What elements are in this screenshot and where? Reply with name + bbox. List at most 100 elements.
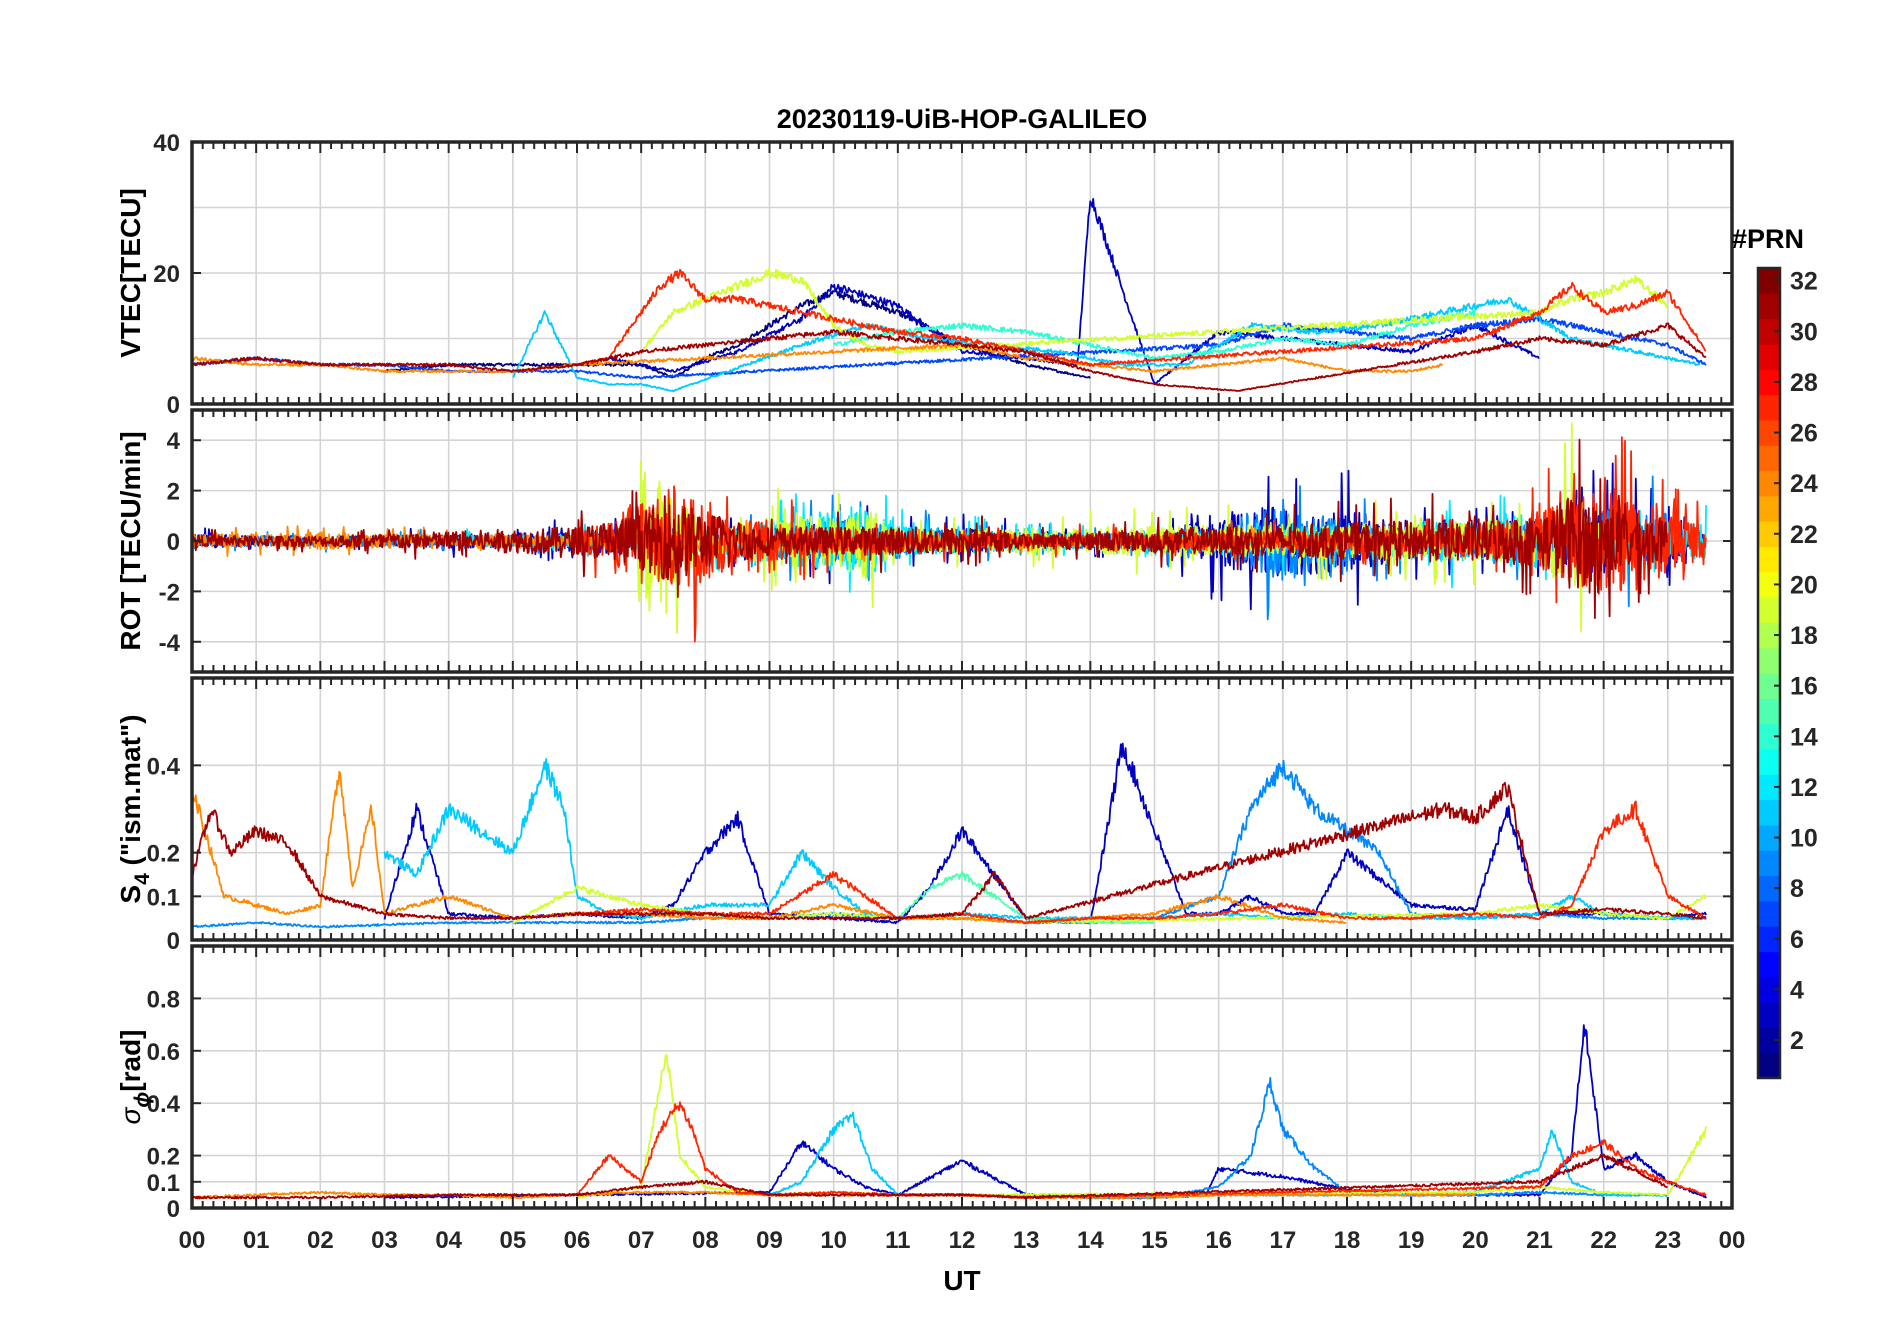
y-tick-label: 4 xyxy=(167,428,181,455)
series-prn-9 xyxy=(1090,1076,1667,1200)
colorbar-tick-label: 6 xyxy=(1790,926,1804,954)
colorbar-tick-label: 4 xyxy=(1790,976,1804,1004)
colorbar-tick-label: 26 xyxy=(1790,420,1818,448)
colorbar-tick-label: 28 xyxy=(1790,369,1818,397)
x-tick-label: 10 xyxy=(820,1227,847,1254)
y-tick-label: 2 xyxy=(167,479,180,506)
colorbar-tick-label: 16 xyxy=(1790,673,1818,701)
colorbar-segment xyxy=(1758,470,1780,497)
colorbar-tick-label: 18 xyxy=(1790,622,1818,650)
y-tick-label: 0.2 xyxy=(147,841,180,868)
colorbar-tick-label: 24 xyxy=(1790,470,1818,498)
colorbar-segment xyxy=(1758,622,1780,649)
series-prn-27 xyxy=(576,800,1707,925)
x-tick-label: 08 xyxy=(692,1227,719,1254)
x-tick-label: 04 xyxy=(435,1227,462,1254)
y-tick-label: 0.2 xyxy=(147,1144,180,1171)
minor-ticks xyxy=(191,142,1733,404)
series-prn-19 xyxy=(577,1053,1707,1199)
series-prn-24 xyxy=(192,770,1347,925)
series-group xyxy=(192,422,1707,643)
series-prn-19 xyxy=(640,267,1669,355)
series-prn-31 xyxy=(192,1153,1669,1200)
colorbar-tick-label: 32 xyxy=(1790,268,1818,296)
colorbar-segment xyxy=(1758,850,1780,877)
x-tick-label: 00 xyxy=(1719,1227,1746,1254)
x-tick-label: 02 xyxy=(307,1227,334,1254)
grid xyxy=(191,678,1733,940)
series-prn-14 xyxy=(833,309,1476,361)
colorbar-segment xyxy=(1758,597,1780,623)
colorbar-tick-label: 12 xyxy=(1790,774,1818,802)
y-tick-label: 0.4 xyxy=(147,753,181,780)
x-tick-label: 20 xyxy=(1462,1227,1489,1254)
series-prn-31 xyxy=(192,322,1707,392)
y-tick-label: 0.1 xyxy=(147,1170,180,1197)
colorbar-segment xyxy=(1758,521,1780,548)
colorbar-segment xyxy=(1758,748,1780,775)
x-tick-label: 16 xyxy=(1205,1227,1232,1254)
colorbar-segment xyxy=(1758,951,1780,978)
x-tick-label: 11 xyxy=(885,1227,910,1254)
x-tick-label: 23 xyxy=(1654,1227,1681,1254)
x-tick-label: 22 xyxy=(1590,1227,1617,1254)
x-tick-label: 15 xyxy=(1141,1227,1168,1254)
series-group xyxy=(192,742,1707,929)
series-prn-11 xyxy=(383,758,1707,921)
x-tick-label: 12 xyxy=(949,1227,976,1254)
series-prn-3 xyxy=(608,198,1540,385)
colorbar-tick-label: 22 xyxy=(1790,521,1818,549)
colorbar-segment xyxy=(1758,673,1780,699)
colorbar-tick-label: 2 xyxy=(1790,1027,1804,1055)
y-tick-label: 0.4 xyxy=(147,1091,181,1118)
colorbar-segment xyxy=(1758,723,1780,750)
y-tick-label: 0.1 xyxy=(147,884,180,911)
y-tick-label: -2 xyxy=(159,579,180,606)
x-tick-label: 00 xyxy=(179,1227,206,1254)
y-axis-label: σϕ[rad] xyxy=(115,1029,154,1124)
y-tick-label: 0 xyxy=(167,529,180,556)
panel-1: 0 20 40 VTEC[TECU] xyxy=(115,130,1734,419)
minor-ticks xyxy=(191,946,1733,1208)
colorbar-segment xyxy=(1758,875,1780,902)
colorbar-tick-label: 8 xyxy=(1790,875,1804,903)
panel-2: -4 -2 0 2 4 ROT [TECU/min] xyxy=(115,408,1734,674)
colorbar-segment xyxy=(1758,419,1780,446)
panel-4: 00.10.2 0.4 0.6 0.8 σϕ[rad] xyxy=(115,944,1734,1223)
colorbar-segment xyxy=(1758,343,1780,370)
x-axis-label: UT xyxy=(943,1265,980,1296)
y-tick-label: 0 xyxy=(167,1196,180,1223)
series-prn-27 xyxy=(576,1101,1707,1199)
colorbar-segment xyxy=(1758,394,1780,421)
series-group xyxy=(192,198,1707,393)
grid xyxy=(191,946,1733,1208)
x-tick-label: 21 xyxy=(1526,1227,1553,1254)
colorbar-segment xyxy=(1758,293,1780,320)
y-axis-label: ROT [TECU/min] xyxy=(115,431,146,650)
colorbar-tick-label: 20 xyxy=(1790,571,1818,599)
colorbar-tick-label: 14 xyxy=(1790,723,1818,751)
colorbar-segment xyxy=(1758,1027,1780,1054)
colorbar-segment xyxy=(1758,647,1780,674)
x-tick-label: 18 xyxy=(1334,1227,1361,1254)
series-prn-24 xyxy=(192,342,1444,374)
series-prn-31 xyxy=(192,781,1707,921)
colorbar-segment xyxy=(1758,976,1780,1003)
x-tick-label: 05 xyxy=(499,1227,526,1254)
y-tick-label: 0.8 xyxy=(147,986,180,1013)
colorbar-segment xyxy=(1758,318,1780,345)
colorbar-segment xyxy=(1758,1052,1780,1079)
colorbar-frame xyxy=(1756,266,1782,1080)
y-axis-label: VTEC[TECU] xyxy=(115,188,146,358)
x-axis: 00 01 02 03 04 05 06 07 08 09 10 11 12 13 14 15 16 17 18 19… xyxy=(179,1227,1746,1254)
x-tick-label: 17 xyxy=(1269,1227,1296,1254)
x-tick-label: 13 xyxy=(1013,1227,1040,1254)
colorbar-segment xyxy=(1758,799,1780,826)
x-tick-label: 01 xyxy=(243,1227,270,1254)
y-tick-label: 0.6 xyxy=(147,1039,180,1066)
x-tick-label: 03 xyxy=(371,1227,398,1254)
y-tick-label: 0 xyxy=(167,928,180,955)
